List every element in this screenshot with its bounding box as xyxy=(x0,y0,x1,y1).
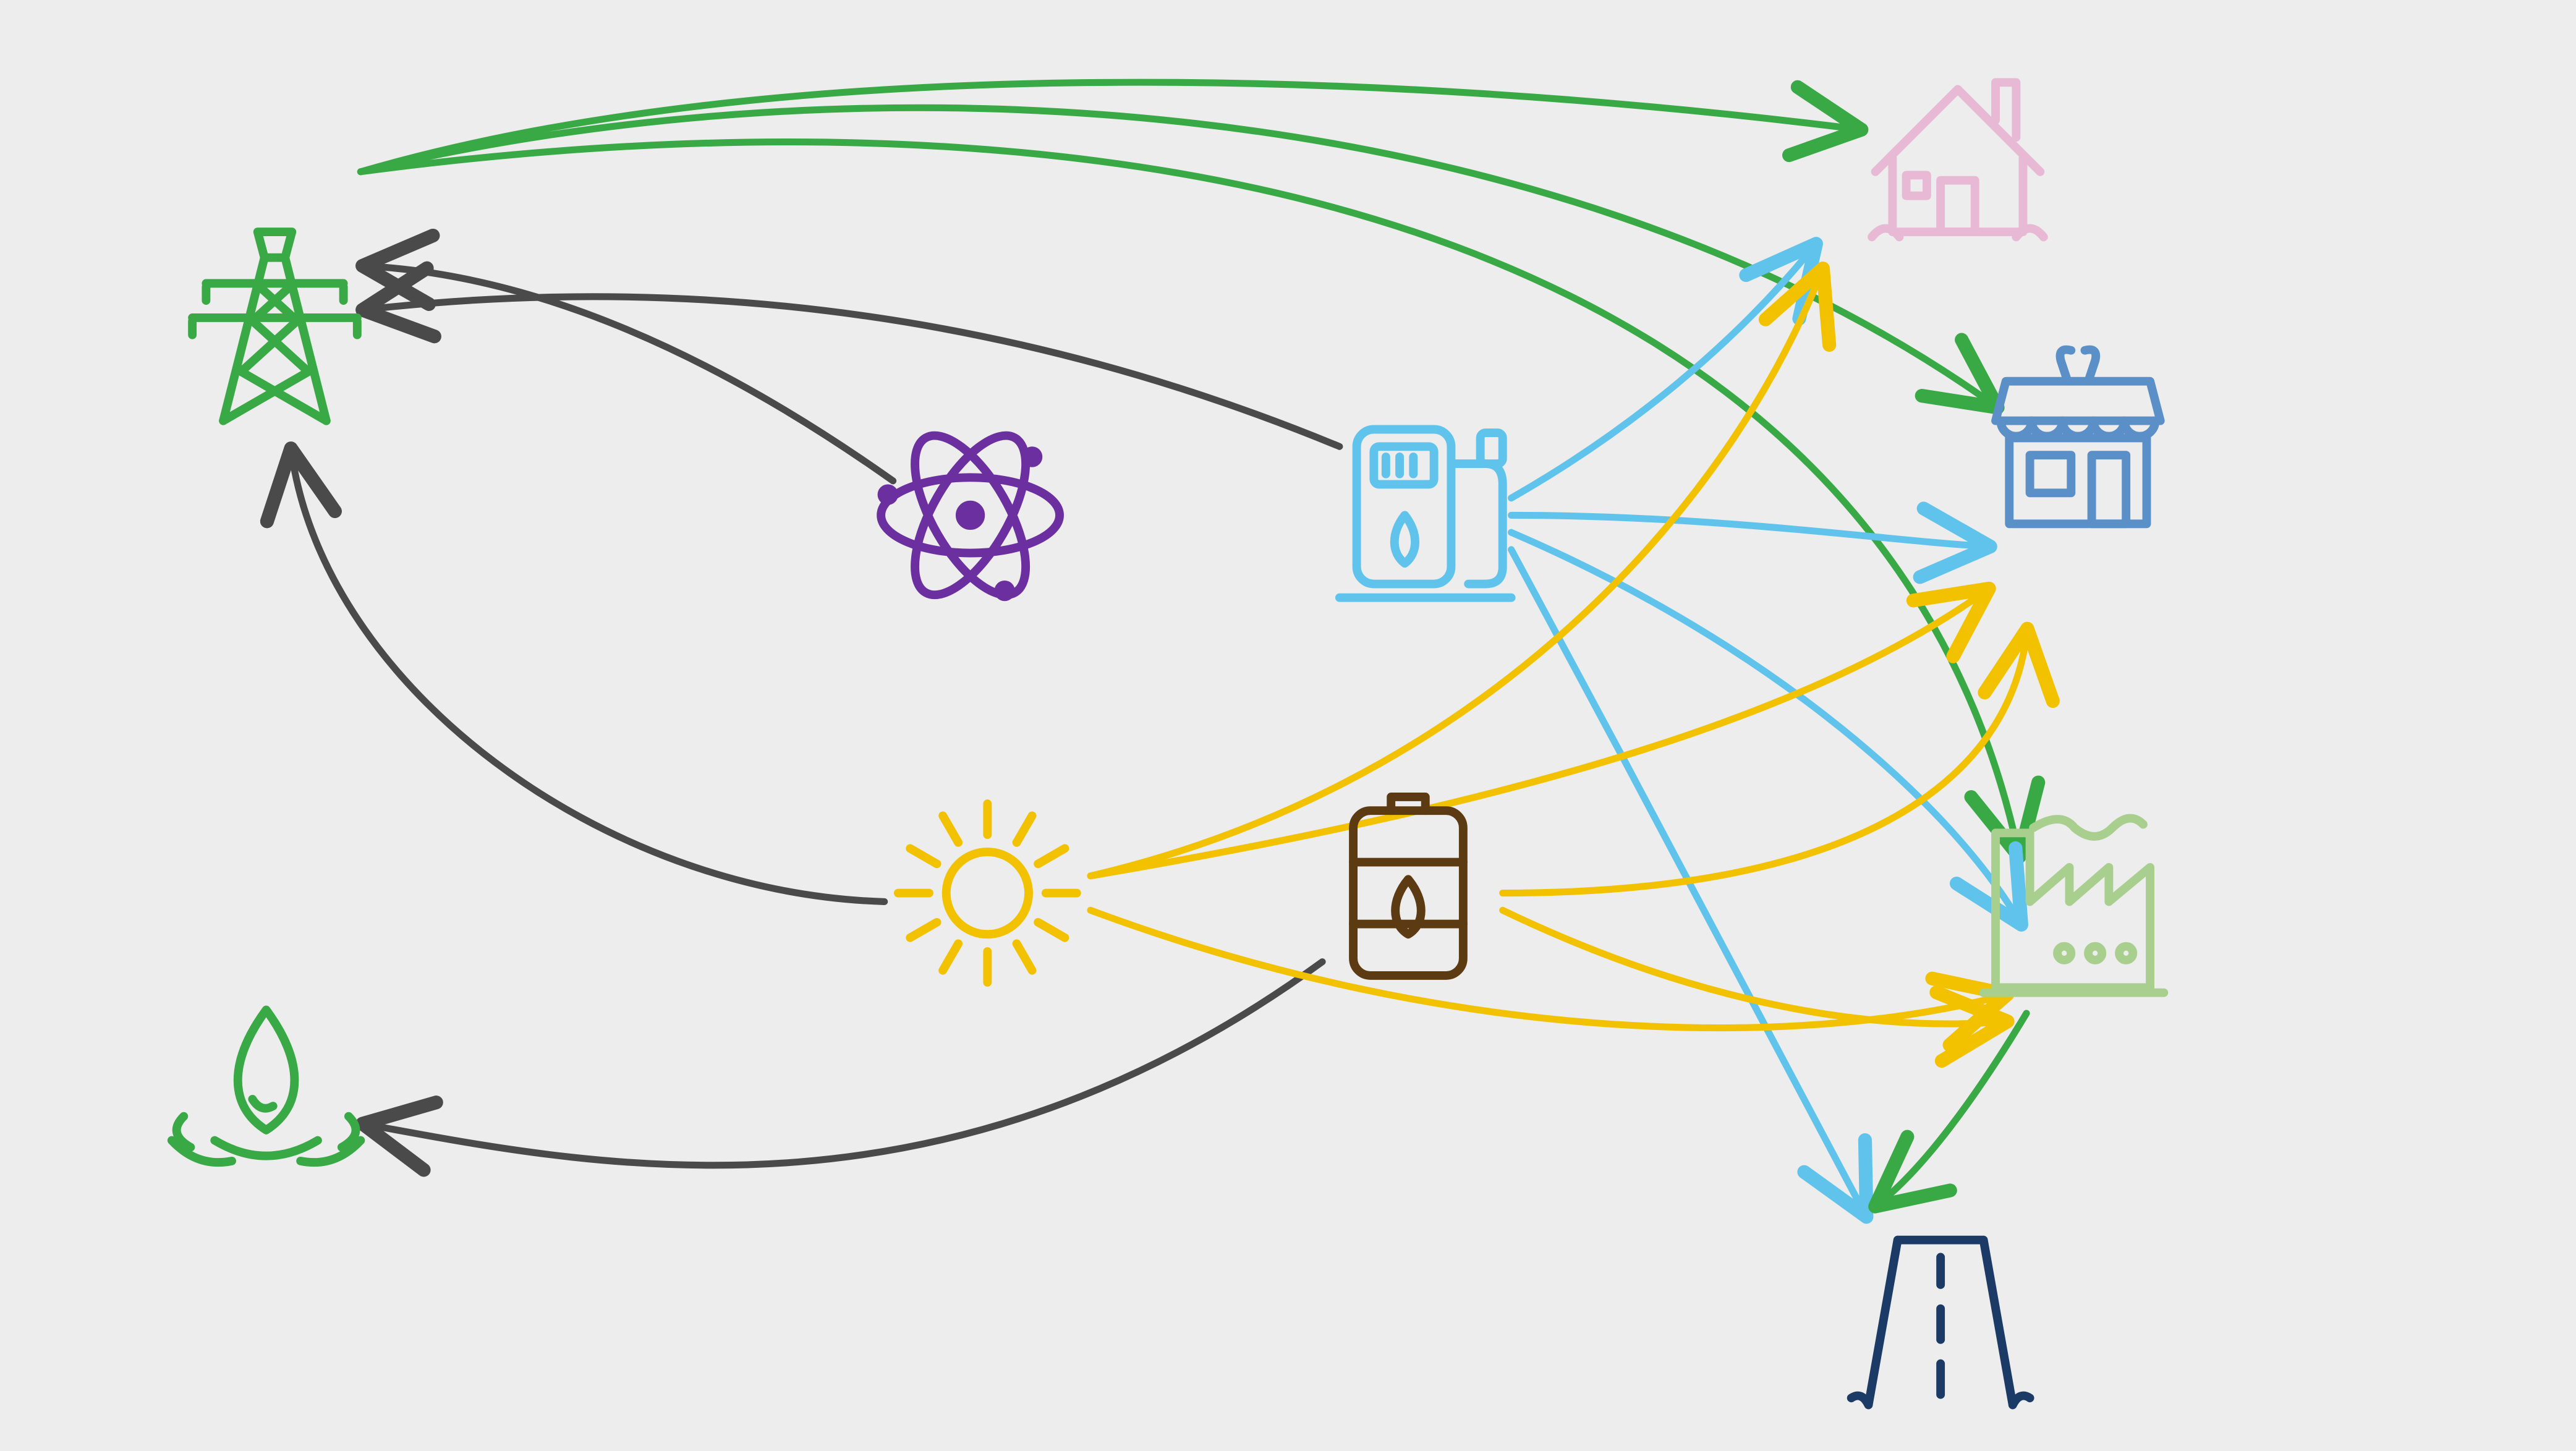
edge-barrel-to-drop xyxy=(369,962,1322,1165)
shop-icon xyxy=(1996,350,2161,524)
sun-icon xyxy=(898,804,1077,982)
edge-sun-to-house xyxy=(1090,274,1821,875)
road-icon xyxy=(1851,1240,2030,1405)
edge-tower-to-shop xyxy=(360,108,1992,403)
pump-icon xyxy=(1340,429,1511,597)
drop-icon xyxy=(172,1010,361,1162)
edge-pump-to-shop xyxy=(1511,515,1984,546)
atom-icon xyxy=(878,419,1060,611)
edge-sun-to-tower xyxy=(292,455,884,901)
energy-flow-diagram xyxy=(0,0,2576,1451)
edge-pump-to-factory xyxy=(1511,532,2018,919)
house-icon xyxy=(1872,82,2044,237)
edge-tower-to-factory xyxy=(360,142,2018,850)
tower-icon xyxy=(192,232,357,421)
edge-factory-to-road xyxy=(1881,1013,2026,1202)
edge-pump-to-tower xyxy=(369,297,1340,447)
